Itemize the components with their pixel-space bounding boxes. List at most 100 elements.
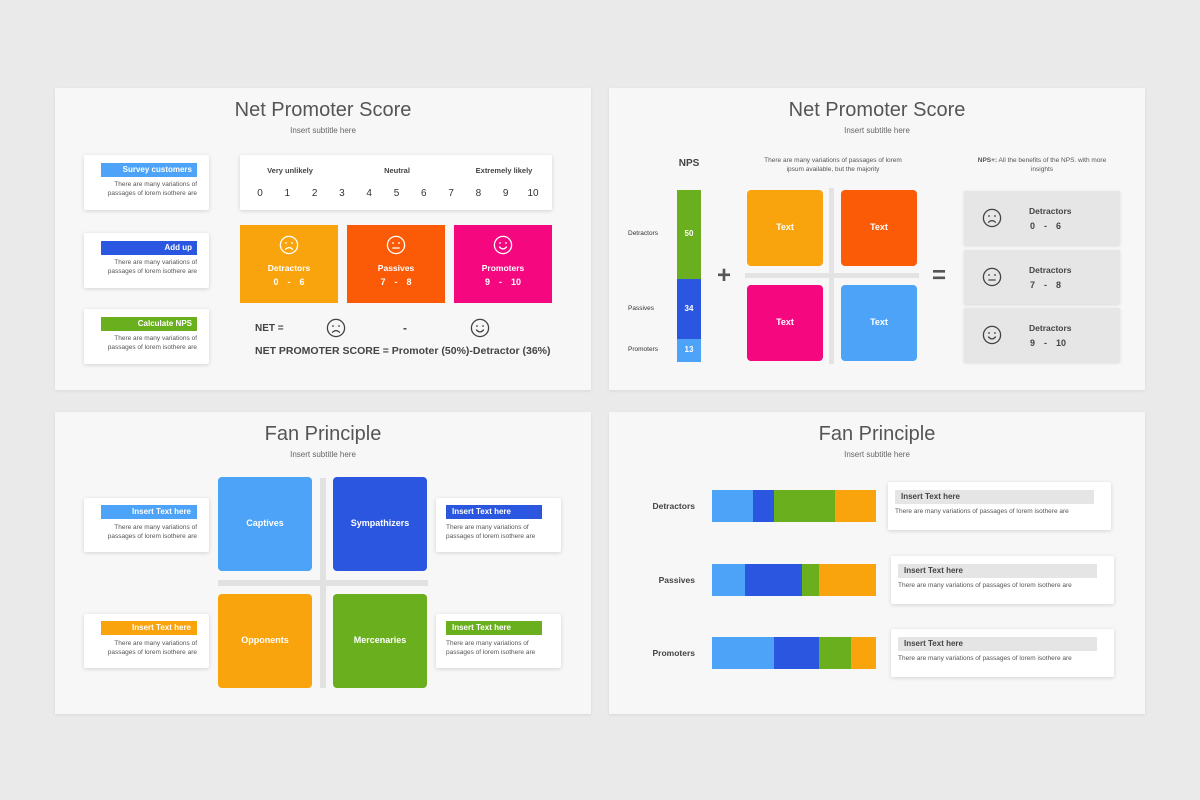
nps-bar-label: Detractors xyxy=(628,230,658,238)
scale-number: 8 xyxy=(475,188,482,199)
note-card: Insert Text here There are many variation… xyxy=(436,614,561,668)
note-label: Insert Text here xyxy=(101,505,197,519)
scale-number: 3 xyxy=(339,188,345,199)
face-eye xyxy=(338,325,340,327)
face-outline xyxy=(493,235,513,255)
bar-segment xyxy=(835,490,876,522)
row-card: Insert Text here There are many variation… xyxy=(891,629,1114,677)
nps-bar-segment: 34 xyxy=(677,278,701,339)
face-eye xyxy=(988,332,990,334)
cross-horizontal xyxy=(218,580,428,586)
row-text: There are many variations of passages of… xyxy=(895,508,1069,515)
step-card: Survey customers There are many variation… xyxy=(84,155,209,210)
text-box-label: Text xyxy=(870,317,888,327)
face-eye xyxy=(476,325,478,327)
range: 7-8 xyxy=(1030,280,1061,290)
face-eye xyxy=(994,215,996,217)
range: 7-8 xyxy=(347,277,445,287)
range-from: 9 xyxy=(1030,338,1036,348)
plus-note-text: All the benefits of the NPS. with more i… xyxy=(998,157,1107,173)
quadrant: Sympathizers xyxy=(333,477,427,571)
scale-number: 5 xyxy=(393,188,400,199)
nps-bar-value: 13 xyxy=(684,345,694,355)
scale-number: 6 xyxy=(421,188,427,199)
scale-number: 10 xyxy=(527,188,539,199)
range-from: 0 xyxy=(273,277,279,287)
nps-label: NPS xyxy=(678,158,700,169)
face-mouth xyxy=(331,329,341,333)
slide: Fan Principle Insert subtitle here Captive… xyxy=(55,412,591,714)
scale-number: 0 xyxy=(257,188,263,199)
scale-label: Neutral xyxy=(384,166,410,175)
scale-number: 1 xyxy=(284,188,291,199)
slide-subtitle: Insert subtitle here xyxy=(290,126,356,135)
note-text: There are many variations of passages of… xyxy=(107,640,197,656)
scale-number: 2 xyxy=(311,188,318,199)
face-eye xyxy=(994,332,996,334)
step-label: Survey customers xyxy=(101,163,197,177)
scale-card: Very unlikely Neutral Extremely likely 0 1 2 3… xyxy=(240,155,552,210)
row-card: Insert Text here There are many variation… xyxy=(888,482,1111,530)
minus-sign: - xyxy=(403,321,407,335)
face-eye xyxy=(291,242,293,244)
slide-title: Fan Principle xyxy=(264,423,382,445)
face-eye xyxy=(285,242,287,244)
quadrant: Mercenaries xyxy=(333,594,427,688)
result-card: Detractors 0-6 xyxy=(964,191,1120,245)
text-box-label: Text xyxy=(776,222,794,232)
range-separator: - xyxy=(1044,338,1048,348)
range: 9-10 xyxy=(1030,338,1066,348)
row-label: Passives xyxy=(658,574,695,585)
scale-label: Extremely likely xyxy=(475,166,533,175)
scale-number: 9 xyxy=(502,188,509,199)
face-mouth xyxy=(498,246,508,250)
equals-sign: = xyxy=(931,262,946,289)
plus-note-label: NPS+: xyxy=(977,157,998,164)
result-label: Detractors xyxy=(1029,206,1072,216)
range-to: 10 xyxy=(511,277,522,287)
range-separator: - xyxy=(1044,279,1048,290)
scale-label: Very unlikely xyxy=(267,166,313,175)
slide-subtitle: Insert subtitle here xyxy=(844,126,910,135)
face-mouth xyxy=(284,246,294,250)
bar-segment xyxy=(712,490,753,522)
nps-bar-segment: 50 xyxy=(677,190,701,279)
step-text: There are many variations of passages of… xyxy=(107,259,197,275)
bar-segment xyxy=(818,563,876,596)
note-label: Insert Text here xyxy=(446,505,542,519)
note-card: Insert Text here There are many variation… xyxy=(84,498,209,552)
range-separator: - xyxy=(287,277,291,287)
formula: NET PROMOTER SCORE = Promoter (50%)-Detr… xyxy=(255,345,551,357)
face-icon xyxy=(493,235,513,255)
bar-segment xyxy=(851,637,876,669)
row-heading: Insert Text here xyxy=(898,563,1097,578)
row-label: Promoters xyxy=(652,648,695,658)
text-box: Text xyxy=(747,190,823,266)
bar-segment xyxy=(712,563,745,596)
nps-bar-label: Promoters xyxy=(628,346,658,354)
row-heading: Insert Text here xyxy=(898,637,1097,651)
face-icon xyxy=(982,325,1002,345)
face-outline xyxy=(326,318,346,338)
note-text: There are many variations of passages of… xyxy=(446,524,536,540)
face-outline xyxy=(982,267,1002,286)
result-card: Detractors 9-10 xyxy=(964,308,1120,362)
scale-number: 4 xyxy=(366,188,372,199)
scale-number: 7 xyxy=(448,188,454,199)
range-from: 7 xyxy=(1030,279,1036,290)
quadrant: Captives xyxy=(218,477,312,571)
result-label: Detractors xyxy=(1029,323,1072,333)
range-separator: - xyxy=(394,277,398,287)
result-card: Detractors 7-8 xyxy=(964,249,1120,304)
step-label: Calculate NPS xyxy=(101,317,197,331)
face-icon xyxy=(326,318,346,338)
face-eye xyxy=(332,325,334,327)
slide: Fan Principle Insert subtitle here Detract… xyxy=(609,412,1145,714)
bar-segment xyxy=(818,637,852,669)
note-card: Insert Text here There are many variation… xyxy=(84,614,209,668)
slide-title: Net Promoter Score xyxy=(788,99,966,121)
note-card: Insert Text here There are many variation… xyxy=(436,498,561,552)
row-card: Insert Text here There are many variation… xyxy=(891,555,1114,604)
group-card: Passives 7-8 xyxy=(347,225,445,303)
